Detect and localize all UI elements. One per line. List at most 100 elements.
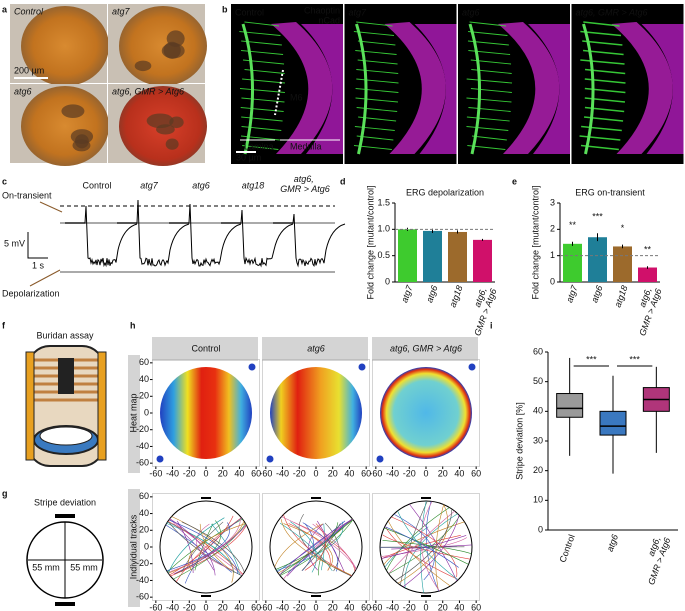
track (169, 518, 216, 576)
photoreceptor-axon (466, 97, 512, 103)
x-tick-label: 40 (344, 468, 354, 478)
medulla (498, 22, 560, 154)
erg-trace (117, 199, 190, 267)
erg-trace (65, 205, 138, 268)
y-tick-label: 20 (139, 525, 149, 535)
y-tick-label: -20 (136, 424, 149, 434)
track (181, 521, 245, 573)
x-tick-label: 60 (471, 468, 481, 478)
panel-label: b (222, 4, 228, 14)
lamina (241, 23, 254, 155)
chart-title: ERG depolarization (406, 187, 484, 197)
x-tick-label: atg6 (589, 284, 604, 304)
photoreceptor-axon (242, 78, 286, 84)
y-axis-label: Stripe deviation [%] (514, 402, 524, 480)
lamp (97, 351, 107, 461)
photoreceptor-axon (466, 116, 510, 122)
significance: ** (644, 245, 652, 255)
photoreceptor-axon (580, 59, 625, 65)
scale-label: 5 mV (4, 238, 25, 248)
photoreceptor-axon (355, 88, 399, 93)
region-label: Lamina (244, 141, 274, 151)
genotype-label: atg6 (192, 180, 210, 190)
photoreceptor-axon (471, 135, 507, 141)
medulla-inner (528, 24, 570, 154)
track (160, 516, 246, 577)
pigment-patch (161, 42, 185, 59)
photoreceptor-axon (353, 31, 395, 36)
x-tick-label: 0 (203, 468, 208, 478)
lamina (582, 23, 595, 155)
y-tick-label: -40 (136, 441, 149, 451)
x-tick-label: -60 (149, 468, 162, 478)
track (199, 523, 231, 571)
photoreceptor-axon (244, 21, 280, 27)
track (312, 523, 358, 571)
x-tick-label: 20 (218, 468, 228, 478)
significance: * (621, 223, 625, 233)
y-tick-label: 60 (533, 346, 543, 356)
panel-label: e (512, 176, 517, 186)
y-tick-label: 1.0 (377, 224, 390, 234)
corner-marker (266, 455, 274, 463)
photoreceptor-axon (470, 88, 512, 93)
chart-title: ERG on-transient (575, 187, 645, 197)
y-tick-label: 0 (538, 524, 543, 534)
photoreceptor-axon (356, 107, 398, 112)
track (174, 510, 252, 584)
box (599, 410, 627, 436)
y-tick-label: 60 (139, 491, 149, 501)
track (391, 516, 458, 578)
y-tick-label: -60 (136, 592, 149, 602)
panel-label: f (2, 320, 6, 330)
platform-top (39, 426, 93, 446)
photoreceptor-axon (581, 125, 622, 132)
bar (473, 239, 492, 282)
x-tick-label: 20 (328, 602, 338, 611)
track (270, 512, 362, 582)
y-tick-label: 60 (139, 357, 149, 367)
significance: ** (569, 220, 577, 230)
heat-map (380, 367, 472, 459)
photoreceptor-axon (469, 21, 507, 27)
genotype-label: Control (82, 180, 111, 190)
corner-marker (358, 363, 366, 371)
distance-label: 55 mm (70, 562, 98, 572)
y-tick-label: 30 (533, 435, 543, 445)
track (196, 523, 233, 571)
x-tick-label: 20 (218, 602, 228, 611)
photoreceptor-axon (579, 135, 621, 141)
column-header-bg (152, 337, 258, 361)
lamina (468, 23, 481, 155)
photoreceptor-axon (357, 40, 396, 46)
photo-label: atg7 (112, 6, 131, 16)
distance-label: 55 mm (32, 562, 60, 572)
photoreceptor-axon (356, 78, 399, 84)
x-tick-label: -60 (259, 468, 272, 478)
x-tick-label: -20 (183, 468, 196, 478)
eye (21, 6, 109, 86)
lamp (25, 351, 35, 461)
pigment-patch (61, 104, 85, 118)
y-axis-label: Fold change [mutant/control] (365, 185, 375, 299)
y-axis-label: Fold change [mutant/control] (530, 185, 540, 299)
y-tick-label: 1.5 (377, 197, 390, 207)
arrow (29, 269, 61, 287)
x-tick-label: -40 (386, 602, 399, 611)
x-tick-label: Control (557, 533, 576, 564)
x-tick-label: -40 (386, 468, 399, 478)
photoreceptor-axon (241, 126, 282, 131)
x-tick-label: -20 (403, 602, 416, 611)
medulla (611, 22, 673, 154)
tracks (270, 512, 362, 582)
medulla-inner (641, 24, 684, 154)
heat-map (160, 367, 252, 459)
track (273, 523, 323, 571)
column-header-bg (372, 337, 478, 361)
x-tick-label: 40 (454, 602, 464, 611)
track (301, 523, 341, 571)
panel-label: g (2, 488, 8, 498)
bar (588, 237, 607, 282)
tracks (160, 510, 252, 584)
